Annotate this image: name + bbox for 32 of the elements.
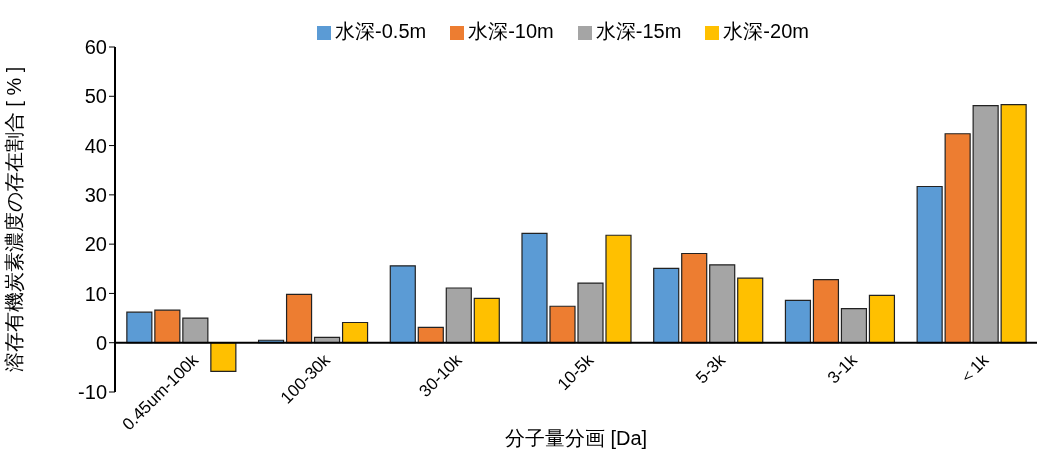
y-tick-label: 40 [84,134,107,157]
bar [341,321,369,344]
x-axis-title: 分子量分画 [Da] [504,427,648,449]
bar [681,252,708,344]
bar [840,308,868,344]
legend-label: 水深-0.5m [335,20,427,42]
legend-label: 水深-10m [468,20,554,42]
y-tick-label: 30 [84,183,107,206]
y-tick-label: 0 [95,331,107,354]
bar [417,326,444,344]
x-tick-label: 5-3k [692,350,730,388]
bar [812,279,840,344]
bar [784,299,812,344]
y-tick-label: 50 [84,85,107,108]
bar [210,342,237,372]
x-tick-label: ＜1k [954,350,993,389]
y-tick-label: 20 [84,233,107,256]
legend-label: 水深-15m [595,20,682,42]
bar [445,287,472,344]
bar [653,267,680,344]
bar [389,265,416,344]
y-tick-label: 60 [84,36,107,59]
y-tick-label: 10 [84,282,107,305]
bar [737,277,764,344]
y-tick-label: -10 [78,381,107,404]
bar [473,297,500,344]
bar [285,293,313,344]
bar [868,294,896,344]
legend-label: 水深-20m [723,20,809,42]
y-axis-title: 溶存有機炭素濃度の存在割合 [ % ] [3,66,26,373]
bar [709,264,736,344]
x-tick-label: 3-1k [823,350,862,388]
